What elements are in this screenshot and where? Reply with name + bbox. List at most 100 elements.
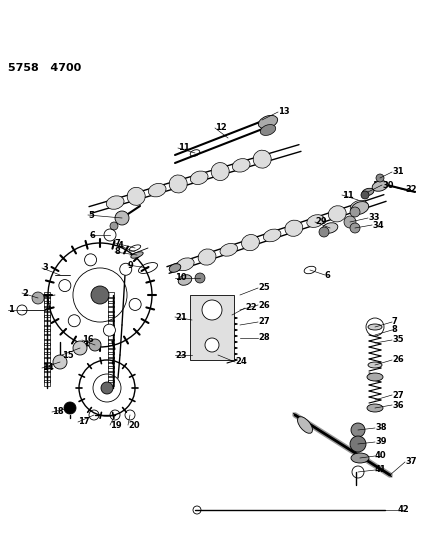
Ellipse shape — [260, 125, 276, 135]
Circle shape — [104, 324, 116, 336]
Text: 7: 7 — [392, 318, 398, 327]
Text: 32: 32 — [405, 185, 416, 195]
Bar — [108, 381, 114, 386]
Circle shape — [195, 273, 205, 283]
Text: 8: 8 — [115, 247, 121, 256]
Circle shape — [350, 436, 366, 452]
Bar — [44, 362, 50, 368]
Bar — [108, 320, 114, 326]
Ellipse shape — [198, 249, 216, 265]
Text: 40: 40 — [375, 451, 386, 461]
Ellipse shape — [297, 417, 312, 433]
Text: 19: 19 — [110, 421, 122, 430]
Circle shape — [91, 286, 109, 304]
Circle shape — [64, 402, 76, 414]
Bar — [108, 311, 114, 317]
Text: 26: 26 — [258, 301, 270, 310]
Text: 26: 26 — [392, 356, 404, 365]
Circle shape — [350, 207, 360, 217]
Ellipse shape — [372, 181, 388, 191]
Circle shape — [344, 216, 356, 228]
Text: 33: 33 — [368, 214, 380, 222]
Bar — [108, 338, 114, 344]
Text: 22: 22 — [245, 303, 257, 312]
Bar — [44, 376, 50, 382]
Bar — [108, 297, 114, 303]
Text: 7: 7 — [115, 238, 121, 247]
Text: 39: 39 — [375, 438, 386, 447]
Bar — [44, 366, 50, 373]
Ellipse shape — [307, 215, 324, 228]
Ellipse shape — [351, 201, 369, 214]
Text: 25: 25 — [258, 284, 270, 293]
Bar — [44, 338, 50, 344]
Circle shape — [120, 263, 132, 275]
Bar — [108, 334, 114, 340]
Text: 9: 9 — [128, 261, 134, 270]
Ellipse shape — [177, 258, 194, 271]
Bar — [44, 357, 50, 363]
Circle shape — [129, 298, 141, 310]
Bar — [108, 348, 114, 354]
Bar — [108, 329, 114, 335]
Text: 10: 10 — [175, 273, 187, 282]
Ellipse shape — [362, 188, 374, 196]
Bar — [44, 334, 50, 340]
Ellipse shape — [211, 163, 229, 181]
Text: 4: 4 — [118, 240, 124, 249]
Bar — [44, 348, 50, 354]
Ellipse shape — [169, 175, 187, 193]
Text: 18: 18 — [52, 408, 64, 416]
Text: 37: 37 — [405, 457, 416, 466]
Text: 3: 3 — [42, 263, 48, 272]
Bar — [44, 320, 50, 326]
Ellipse shape — [351, 453, 369, 463]
Ellipse shape — [190, 171, 208, 184]
Circle shape — [350, 223, 360, 233]
Text: 23: 23 — [175, 351, 187, 359]
Circle shape — [351, 423, 365, 437]
Text: 13: 13 — [278, 108, 290, 117]
Ellipse shape — [220, 244, 238, 256]
Text: 36: 36 — [392, 400, 404, 409]
Text: 24: 24 — [235, 358, 247, 367]
Ellipse shape — [127, 188, 145, 205]
Ellipse shape — [131, 252, 143, 258]
Bar — [108, 362, 114, 368]
Ellipse shape — [259, 116, 278, 128]
Ellipse shape — [232, 159, 250, 172]
Text: 31: 31 — [392, 167, 404, 176]
Bar — [44, 297, 50, 303]
Text: 5: 5 — [88, 211, 94, 220]
Text: 28: 28 — [258, 334, 270, 343]
Bar — [44, 329, 50, 335]
Circle shape — [110, 222, 118, 230]
Text: 6: 6 — [90, 230, 96, 239]
Bar — [108, 357, 114, 363]
Ellipse shape — [263, 229, 281, 242]
Text: 17: 17 — [78, 417, 89, 426]
Bar — [44, 311, 50, 317]
Circle shape — [73, 341, 87, 355]
Ellipse shape — [241, 235, 259, 251]
Ellipse shape — [285, 220, 303, 236]
Circle shape — [115, 211, 129, 225]
Ellipse shape — [107, 196, 124, 209]
Ellipse shape — [328, 206, 346, 222]
Circle shape — [89, 339, 101, 351]
Bar — [108, 371, 114, 377]
Ellipse shape — [178, 274, 192, 285]
Bar — [44, 371, 50, 377]
Ellipse shape — [149, 183, 166, 197]
Text: 15: 15 — [62, 351, 74, 359]
Ellipse shape — [350, 200, 368, 213]
Circle shape — [205, 338, 219, 352]
Ellipse shape — [367, 404, 383, 412]
Bar — [108, 306, 114, 312]
Bar — [108, 343, 114, 349]
Circle shape — [32, 292, 44, 304]
Bar — [108, 376, 114, 382]
Ellipse shape — [169, 264, 181, 272]
Text: 41: 41 — [375, 465, 387, 474]
Bar — [108, 292, 114, 298]
